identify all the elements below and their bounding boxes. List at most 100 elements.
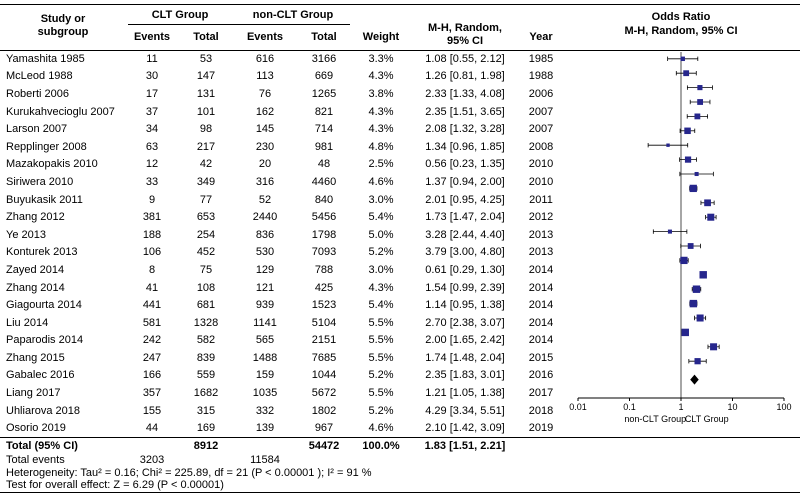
year-value: 2013 [528, 228, 554, 241]
or-marker [696, 314, 704, 322]
or-marker [694, 113, 701, 120]
study-label: Larson 2007 [6, 123, 68, 136]
nonclt-total-value: 425 [314, 281, 334, 294]
nonclt-events-value: 121 [255, 281, 275, 294]
study-row: McLeod 1988 30 147 113 669 4.3% 1.26 [0.… [0, 68, 800, 86]
estimate-value: 3.28 [2.44, 4.40] [425, 228, 505, 241]
weight-value: 3.8% [368, 87, 394, 100]
study-label: Kurukahvecioglu 2007 [6, 105, 115, 118]
study-label: Konturek 2013 [6, 246, 78, 259]
clt-total-value: 681 [196, 299, 216, 312]
study-label: Paparodis 2014 [6, 334, 84, 347]
nonclt-events-value: 20 [258, 158, 272, 171]
clt-events-value: 381 [142, 211, 162, 224]
study-row: Liu 2014 581 1328 1141 5104 5.5% 2.70 [2… [0, 314, 800, 332]
year-value: 2007 [528, 123, 554, 136]
study-label: Zayed 2014 [6, 263, 65, 276]
clt-events-value: 41 [145, 281, 159, 294]
study-row: Ye 2013 188 254 836 1798 5.0% 3.28 [2.44… [0, 226, 800, 244]
nonclt-total-value: 788 [314, 263, 334, 276]
x-tick-label: 10 [727, 402, 737, 412]
study-row: Zhang 2014 41 108 121 425 4.3% 1.54 [0.9… [0, 279, 800, 297]
study-label: Mazakopakis 2010 [6, 158, 98, 171]
study-label: Liang 2017 [6, 387, 61, 400]
nonclt-total-value: 840 [314, 193, 334, 206]
nonclt-events-value: 939 [255, 299, 275, 312]
or-marker [694, 358, 701, 365]
study-row: Repplinger 2008 63 217 230 981 4.8% 1.34… [0, 138, 800, 156]
study-label: Osorio 2019 [6, 422, 66, 435]
total-clt-n: 8912 [193, 440, 219, 452]
nonclt-total-value: 48 [317, 158, 331, 171]
year-value: 2007 [528, 105, 554, 118]
weight-value: 5.5% [368, 351, 394, 364]
nonclt-events-value: 230 [255, 140, 275, 153]
or-marker [684, 127, 691, 135]
weight-value: 3.0% [368, 263, 394, 276]
weight-value: 4.8% [368, 140, 394, 153]
clt-events-value: 11 [146, 52, 158, 65]
study-row: Giagourta 2014 441 681 939 1523 5.4% 1.1… [0, 296, 800, 314]
estimate-value: 1.54 [0.99, 2.39] [425, 281, 505, 294]
clt-events-value: 8 [148, 263, 156, 276]
nonclt-total-value: 1265 [311, 87, 337, 100]
clt-events-value: 63 [145, 140, 159, 153]
clt-events-value: 106 [142, 246, 162, 259]
clt-group-header: CLT Group [151, 9, 209, 21]
or-marker [667, 229, 672, 234]
clt-total-value: 315 [196, 404, 216, 417]
clt-events-value: 581 [142, 316, 162, 329]
clt-total-value: 452 [196, 246, 216, 259]
total-divider [0, 437, 800, 438]
x-tick-label: 0.1 [623, 402, 636, 412]
study-row: Yamashita 1985 11 53 616 3166 3.3% 1.08 … [0, 50, 800, 68]
study-label: Yamashita 1985 [6, 52, 85, 65]
year-value: 2012 [528, 211, 554, 224]
or-marker [687, 243, 694, 249]
nonclt-total-value: 1044 [311, 369, 337, 382]
clt-events-value: 30 [145, 70, 159, 83]
study-row: Zhang 2015 247 839 1488 7685 5.5% 1.74 [… [0, 349, 800, 367]
estimate-value: 1.73 [1.47, 2.04] [425, 211, 505, 224]
estimate-value: 2.33 [1.33, 4.08] [425, 87, 505, 100]
year-value: 2010 [528, 158, 554, 171]
total-events-nonclt: 11584 [250, 454, 280, 466]
heterogeneity-text: Heterogeneity: Tau² = 0.16; Chi² = 225.8… [6, 467, 372, 479]
plot-header-line2: M-H, Random, 95% CI [624, 25, 738, 37]
study-label: Zhang 2015 [6, 351, 65, 364]
or-marker [680, 56, 685, 62]
weight-value: 5.2% [368, 246, 394, 259]
group-header-underline [128, 24, 350, 25]
nonclt-events-header: Events [246, 31, 284, 43]
or-marker [707, 213, 715, 221]
year-value: 1985 [528, 52, 554, 65]
weight-value: 4.3% [368, 281, 394, 294]
study-label: McLeod 1988 [6, 70, 73, 83]
overall-effect-text: Test for overall effect: Z = 6.29 (P < 0… [6, 479, 224, 491]
or-marker [694, 171, 699, 177]
clt-total-value: 98 [199, 123, 213, 136]
study-row: Siriwera 2010 33 349 316 4460 4.6% 1.37 … [0, 173, 800, 191]
x-tick-label: 0.01 [569, 402, 587, 412]
clt-total-header: Total [193, 31, 219, 43]
estimate-value: 2.70 [2.38, 3.07] [425, 316, 505, 329]
estimate-value: 1.08 [0.55, 2.12] [425, 52, 505, 65]
nonclt-total-value: 1802 [311, 404, 337, 417]
clt-total-value: 147 [196, 70, 216, 83]
nonclt-total-value: 5672 [311, 387, 337, 400]
study-row: Osorio 2019 44 169 139 967 4.6% 2.10 [1.… [0, 419, 800, 437]
year-value: 2014 [528, 334, 554, 347]
nonclt-events-value: 139 [255, 422, 275, 435]
nonclt-events-value: 159 [255, 369, 275, 382]
clt-total-value: 101 [196, 105, 216, 118]
study-row: Roberti 2006 17 131 76 1265 3.8% 2.33 [1… [0, 85, 800, 103]
total-events-row: Total events 3203 11584 [0, 454, 800, 466]
study-row: Larson 2007 34 98 145 714 4.3% 2.08 [1.3… [0, 120, 800, 138]
study-label: Buyukasik 2011 [6, 193, 83, 206]
weight-value: 4.3% [368, 70, 394, 83]
weight-value: 4.6% [368, 422, 394, 435]
weight-value: 3.3% [368, 52, 394, 65]
nonclt-total-value: 5456 [311, 211, 337, 224]
header-divider [0, 50, 800, 51]
study-row: Konturek 2013 106 452 530 7093 5.2% 3.79… [0, 244, 800, 262]
